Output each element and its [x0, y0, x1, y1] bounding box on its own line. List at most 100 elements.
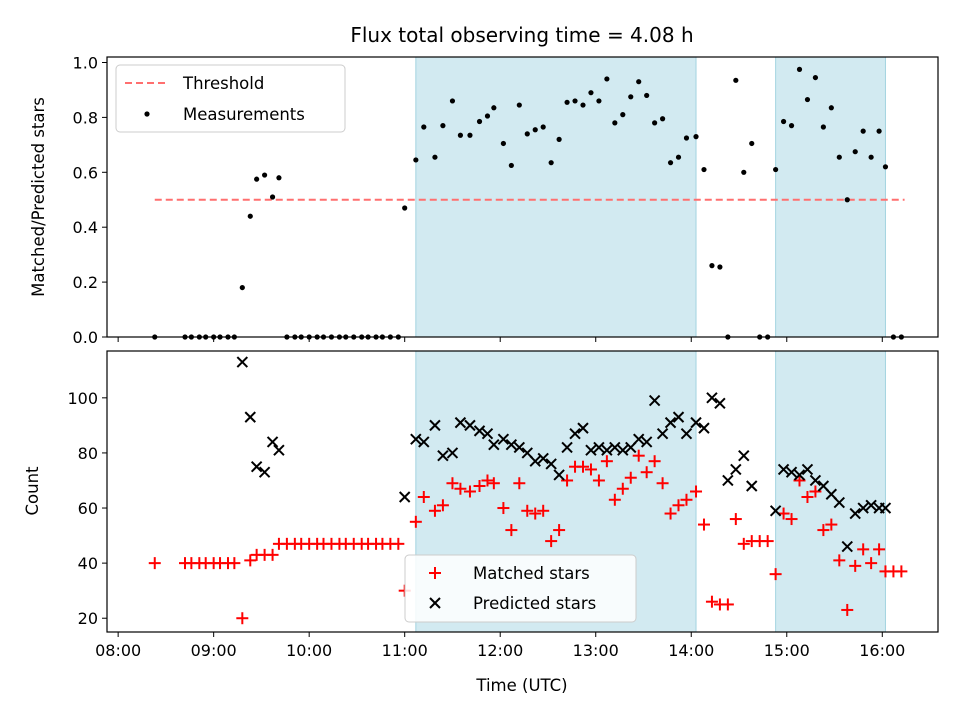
x-tick-label: 14:00 — [668, 641, 714, 660]
matched-star-point — [497, 502, 510, 515]
top-y-tick-label: 0.4 — [73, 218, 98, 237]
predicted-star-point — [672, 411, 685, 423]
measurement-point — [683, 135, 690, 141]
measurement-point — [413, 157, 419, 163]
x-tick-label: 10:00 — [286, 641, 332, 660]
predicted-star-point — [410, 433, 422, 445]
matched-star-point — [769, 568, 782, 581]
top-y-tick-label: 0.0 — [73, 328, 98, 347]
matched-star-point — [584, 463, 597, 476]
matched-star-point — [672, 499, 685, 512]
measurement-point — [868, 154, 874, 160]
x-tick-label: 11:00 — [382, 641, 428, 660]
measurement-point — [516, 102, 522, 108]
legend-measurements-swatch — [144, 111, 150, 117]
top-y-tick-label: 0.6 — [73, 163, 98, 182]
measurement-point — [247, 213, 253, 219]
matched-star-point — [392, 537, 405, 550]
predicted-star-point — [722, 474, 734, 487]
bottom-panel-frame — [106, 350, 939, 633]
legend-predicted-swatch — [429, 597, 441, 609]
measurement-point — [467, 132, 473, 138]
measurement-point — [628, 94, 634, 100]
matched-star-point — [705, 595, 718, 608]
bottom-y-axis-title: Count — [23, 466, 42, 516]
matched-star-point — [721, 598, 734, 611]
matched-star-point — [463, 485, 476, 498]
matched-star-point — [487, 477, 500, 490]
matched-star-point — [600, 455, 613, 468]
measurement-point — [788, 123, 795, 129]
predicted-star-point — [714, 397, 726, 410]
matched-star-point — [825, 518, 838, 531]
measurement-point — [588, 90, 594, 96]
legend-matched-swatch — [429, 567, 441, 579]
measurement-point — [852, 149, 858, 155]
matched-star-point — [553, 524, 566, 537]
top-legend: Threshold Measurements — [115, 64, 346, 133]
predicted-star-point — [513, 441, 526, 454]
predicted-star-point — [633, 433, 645, 445]
top-observing-window-1 — [775, 56, 886, 338]
measurement-point — [876, 128, 882, 134]
measurement-point — [548, 160, 554, 166]
matched-star-point — [624, 471, 637, 484]
measurement-point — [675, 154, 682, 160]
matched-star-point — [865, 557, 878, 570]
matched-star-point — [428, 504, 441, 517]
predicted-star-point — [250, 460, 263, 473]
predicted-star-point — [730, 463, 742, 476]
x-tick-label: 16:00 — [859, 641, 905, 660]
measurement-point — [796, 66, 803, 72]
matched-star-point — [809, 485, 822, 498]
matched-star-point — [505, 524, 518, 537]
matched-star-point — [537, 504, 550, 517]
legend-threshold-label: Threshold — [182, 74, 264, 93]
matched-star-point — [895, 565, 908, 578]
matched-star-point — [729, 513, 742, 526]
top-y-tick-label: 0.2 — [73, 273, 98, 292]
x-tick-label: 09:00 — [191, 641, 237, 660]
bottom-observing-window-1 — [775, 350, 886, 633]
predicted-star-point — [529, 455, 541, 467]
predicted-star-point — [833, 496, 846, 509]
matched-star-point — [576, 460, 589, 473]
bottom-y-tick-label: 40 — [78, 554, 98, 573]
matched-star-point — [737, 537, 750, 550]
predicted-star-point — [738, 449, 750, 462]
measurement-point — [540, 124, 546, 130]
top-y-axis-title: Matched/Predicted stars — [29, 97, 48, 297]
predicted-star-point — [648, 394, 661, 407]
measurement-point — [532, 127, 538, 133]
measurement-point — [701, 166, 707, 173]
x-tick-label: 08:00 — [95, 641, 141, 660]
bottom-y-tick-label: 20 — [78, 609, 98, 628]
matched-star-point — [793, 474, 806, 487]
measurement-point — [402, 205, 408, 211]
measurement-point — [449, 98, 456, 104]
matched-star-point — [801, 491, 814, 504]
measurement-point — [882, 164, 889, 170]
predicted-star-point — [473, 425, 486, 437]
predicted-star-point — [505, 438, 518, 451]
matched-star-point — [841, 603, 854, 616]
measurement-point — [524, 131, 530, 137]
measurement-point — [491, 105, 497, 111]
measurement-point — [667, 160, 674, 166]
measurement-point — [432, 154, 438, 160]
matched-star-point — [417, 491, 430, 504]
measurement-point — [269, 194, 276, 200]
bottom-legend: Matched stars Predicted stars — [404, 554, 637, 623]
measurement-point — [804, 96, 811, 103]
legend-predicted-label: Predicted stars — [473, 594, 596, 613]
measurement-point — [773, 166, 779, 173]
matched-star-point — [640, 466, 653, 479]
predicted-star-point — [841, 540, 853, 553]
measurement-point — [733, 77, 739, 83]
matched-star-point — [616, 482, 629, 495]
measurement-point — [836, 154, 842, 160]
measurement-point — [484, 113, 491, 119]
measurement-point — [239, 284, 245, 291]
measurement-point — [709, 263, 715, 269]
matched-star-point — [785, 513, 798, 526]
